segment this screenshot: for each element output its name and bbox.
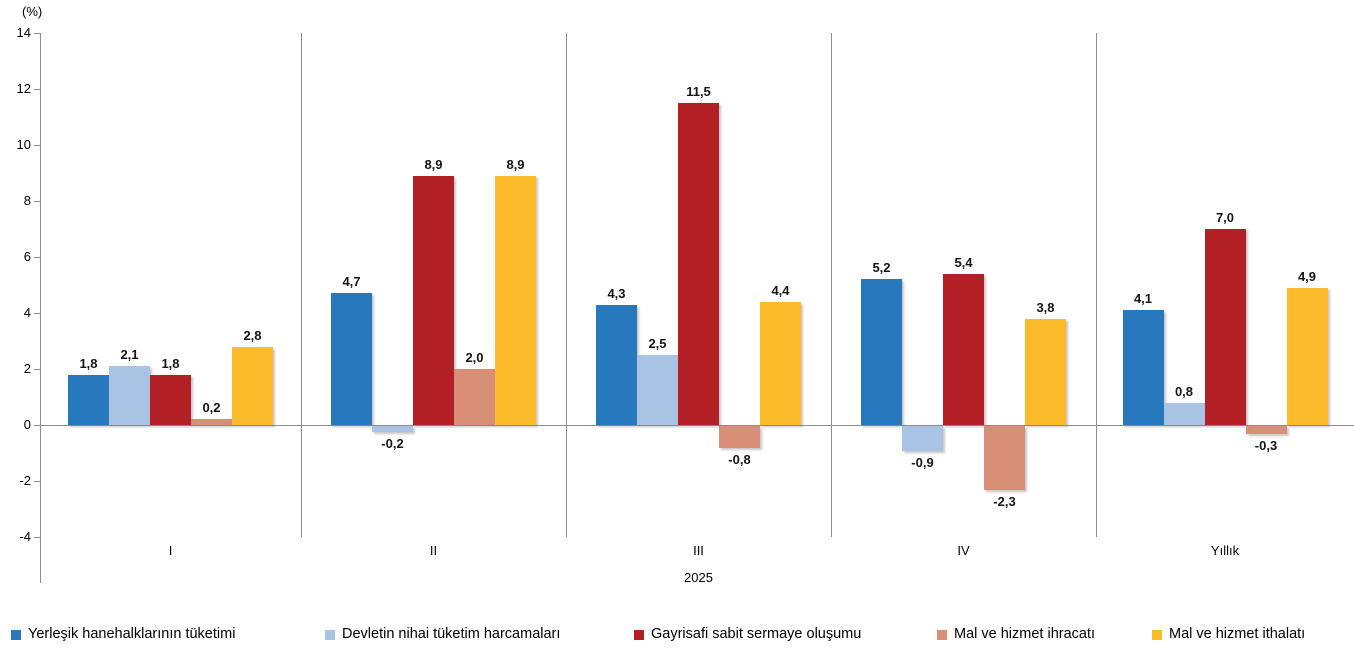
x-axis-category-label: IV	[957, 543, 970, 558]
bar-value-label: 5,2	[872, 260, 891, 275]
bar-value-label: -0,3	[1254, 438, 1278, 453]
bar-value-label: 2,0	[465, 350, 484, 365]
bar	[861, 279, 902, 425]
bar	[1286, 288, 1328, 425]
bar	[678, 103, 719, 425]
y-axis-tick-label: -2	[19, 473, 31, 488]
bar	[943, 274, 984, 425]
bar	[1122, 310, 1164, 425]
bar-value-label: 0,8	[1174, 384, 1194, 399]
y-axis-tick-label: 0	[23, 417, 31, 432]
y-axis-tick-label: 8	[23, 193, 31, 208]
y-axis-tick-mark	[34, 33, 40, 34]
bar-value-label: 4,7	[342, 274, 361, 289]
y-axis-tick-mark	[34, 537, 40, 538]
bar-value-label: 1,8	[79, 356, 98, 371]
y-axis-tick-label: 10	[16, 137, 31, 152]
legend-swatch	[11, 630, 21, 640]
bar-value-label: -0,9	[911, 455, 934, 470]
y-axis-tick-mark	[34, 313, 40, 314]
y-axis-tick-mark	[34, 89, 40, 90]
bar-value-label: 11,5	[686, 84, 711, 99]
bar	[413, 176, 454, 425]
bar	[760, 302, 801, 425]
y-axis-tick-mark	[34, 481, 40, 482]
legend-label: Devletin nihai tüketim harcamaları	[342, 626, 561, 642]
bar	[719, 426, 760, 448]
legend-label: Mal ve hizmet ithalatı	[1169, 626, 1306, 642]
y-axis-unit-label: (%)	[22, 4, 43, 19]
bar-value-label: 4,3	[607, 286, 626, 301]
bar-value-label: 4,1	[1133, 291, 1153, 306]
bar	[495, 176, 536, 425]
bar	[902, 426, 943, 451]
y-axis-tick-label: 14	[16, 25, 31, 40]
bar-value-label: 8,9	[506, 157, 525, 172]
y-axis-line	[40, 33, 41, 583]
bar-value-label: 2,1	[120, 347, 139, 362]
bar	[232, 347, 273, 425]
y-axis-tick-mark	[34, 257, 40, 258]
bar	[331, 293, 372, 425]
x-axis-category-label: II	[429, 543, 438, 558]
legend-item: Gayrisafi sabit sermaye oluşumu	[634, 626, 861, 642]
bar	[191, 419, 232, 425]
bar-value-label: 4,9	[1297, 269, 1317, 284]
legend-swatch	[634, 630, 644, 640]
legend-item: Yerleşik hanehalklarının tüketimi	[11, 626, 235, 642]
bar	[372, 426, 413, 432]
bar-value-label: -2,3	[993, 494, 1016, 509]
legend-item: Mal ve hizmet ithalatı	[1152, 626, 1305, 642]
legend-label: Mal ve hizmet ihracatı	[954, 626, 1096, 642]
bar	[1025, 319, 1066, 425]
bar-value-label: 4,4	[771, 283, 790, 298]
y-axis-tick-label: 12	[16, 81, 31, 96]
bar	[68, 375, 109, 425]
legend-item: Devletin nihai tüketim harcamaları	[325, 626, 560, 642]
bar-value-label: 2,8	[243, 328, 262, 343]
y-axis-tick-label: -4	[19, 529, 31, 544]
x-axis-category-label: I	[168, 543, 173, 558]
category-separator-line	[566, 33, 567, 537]
category-separator-line	[831, 33, 832, 537]
y-axis-tick-mark	[34, 145, 40, 146]
bar-value-label: -0,2	[381, 436, 404, 451]
x-axis-year-label: 2025	[684, 570, 713, 585]
x-axis-category-label: III	[693, 543, 704, 558]
legend-swatch	[1152, 630, 1162, 640]
x-axis-zero-line	[40, 425, 1354, 426]
category-separator-line	[301, 33, 302, 537]
bar	[596, 305, 637, 425]
bar	[1163, 403, 1205, 425]
y-axis-tick-label: 4	[23, 305, 31, 320]
x-axis-category-label: Yıllık	[1210, 543, 1240, 558]
bar	[637, 355, 678, 425]
bar	[1245, 426, 1287, 434]
bar-value-label: 5,4	[954, 255, 973, 270]
y-axis-tick-label: 6	[23, 249, 31, 264]
legend-label: Yerleşik hanehalklarının tüketimi	[28, 626, 236, 642]
bar	[454, 369, 495, 425]
bar-value-label: -0,8	[728, 452, 751, 467]
legend-label: Gayrisafi sabit sermaye oluşumu	[651, 626, 862, 642]
bar-value-label: 3,8	[1036, 300, 1055, 315]
bar-value-label: 0,2	[202, 400, 221, 415]
y-axis-tick-label: 2	[23, 361, 31, 376]
bar-value-label: 8,9	[424, 157, 443, 172]
bar	[150, 375, 191, 425]
legend-swatch	[937, 630, 947, 640]
y-axis-tick-mark	[34, 369, 40, 370]
bar-value-label: 2,5	[648, 336, 667, 351]
legend-item: Mal ve hizmet ihracatı	[937, 626, 1095, 642]
y-axis-tick-mark	[34, 201, 40, 202]
bar	[984, 426, 1025, 490]
bar	[1204, 229, 1246, 425]
bar-value-label: 1,8	[161, 356, 180, 371]
legend-swatch	[325, 630, 335, 640]
category-separator-line	[1096, 33, 1097, 537]
bar-value-label: 7,0	[1215, 210, 1235, 225]
y-axis-tick-mark	[34, 425, 40, 426]
bar	[109, 366, 150, 425]
